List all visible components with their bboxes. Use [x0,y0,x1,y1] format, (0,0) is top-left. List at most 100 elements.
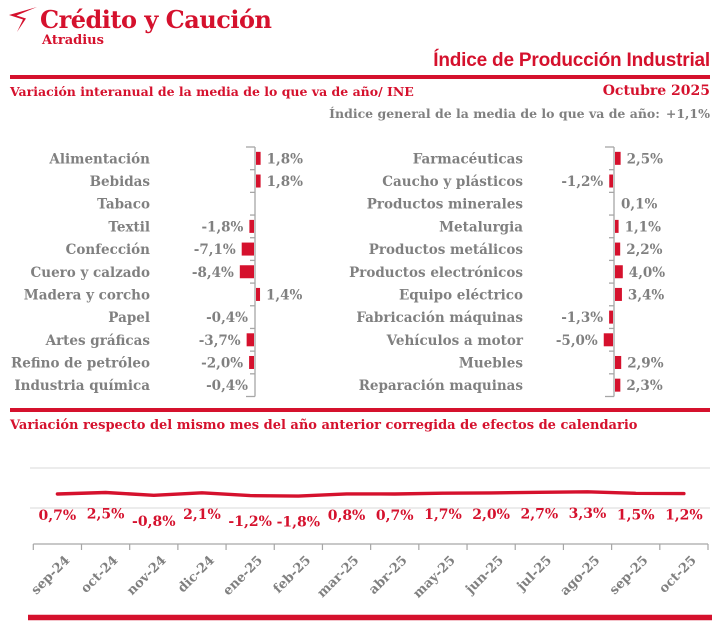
value-bar [615,378,621,392]
category-label: Refino de petróleo [11,355,150,371]
general-index-line: Índice general de la media de lo que va … [329,106,710,121]
value-bar [615,287,622,301]
value-label: -1,3% [561,310,603,326]
category-label: Muebles [459,355,524,371]
point-label: 0,7% [39,508,77,524]
point-label: -1,8% [277,515,320,531]
category-label: Industria química [14,378,150,394]
point-label: 1,5% [617,507,655,523]
point-label: 3,3% [569,506,607,522]
value-label: -0,4% [206,310,248,326]
value-label: 2,3% [626,378,662,394]
value-label: -7,1% [194,242,236,258]
point-label: 1,2% [665,508,703,524]
value-bar [256,151,261,165]
brand-wordmark: Crédito y Caución [40,5,272,34]
month-label: oct-25 [657,553,700,596]
category-label: Cuero y calzado [31,265,150,281]
header-divider [10,75,710,79]
value-label: 2,9% [627,355,663,371]
value-label: 0,1% [621,197,657,213]
point-label: 2,1% [183,507,221,523]
value-label: 1,1% [625,219,661,235]
report-date: Octubre 2025 [602,83,710,99]
chart-section-subtitle: Variación interanual de la media de lo q… [10,84,414,99]
monthly-variation-line-chart: 0,7% sep-24 2,5% oct-24 -0,8% nov-24 2,1% dic-2… [28,467,712,621]
category-label: Vehículos a motor [386,333,524,349]
value-bar [241,242,254,256]
month-label: feb-25 [271,553,314,596]
general-index-label: Índice general de la media de lo que va … [329,106,660,121]
value-label: 3,4% [628,287,664,303]
point-label: -0,8% [132,514,175,530]
value-label: -3,7% [199,333,241,349]
category-label: Productos metálicos [369,242,524,258]
point-label: -1,2% [228,514,271,530]
category-label: Artes gráficas [45,333,151,349]
value-label: -2,0% [201,355,243,371]
value-label: 2,5% [627,151,663,167]
point-label: 0,7% [376,508,414,524]
value-bar [239,265,254,279]
point-label: 1,7% [424,507,462,523]
page-title: Índice de Producción Industrial [433,50,710,71]
category-label: Confección [66,242,151,258]
category-label: Papel [108,310,150,326]
sector-bar-charts: Alimentación 1,8% Bebidas 1,8% Tabaco Textil -… [11,146,665,398]
month-label: sep-25 [607,553,652,598]
value-bar [609,310,613,324]
value-label: 1,8% [267,174,303,190]
value-label: -0,4% [206,378,248,394]
month-label: mar-25 [315,553,363,601]
value-label: -1,2% [561,174,603,190]
point-label: 0,8% [328,508,366,524]
value-label: -5,0% [556,333,598,349]
value-bar [609,174,613,188]
category-label: Farmacéuticas [413,151,524,167]
point-label: 2,5% [87,506,125,522]
value-label: -8,4% [192,265,234,281]
month-label: jun-25 [462,553,507,598]
category-label: Bebidas [90,174,151,190]
month-label: sep-24 [29,553,74,598]
value-bar [249,355,254,369]
value-bar [615,265,623,279]
value-bar [256,287,261,301]
month-label: may-25 [411,553,459,601]
value-label: 1,4% [266,287,302,303]
category-label: Fabricación máquinas [356,310,523,326]
category-label: Textil [108,219,150,235]
month-label: oct-24 [78,553,121,596]
brand-subtitle: Atradius [42,33,104,48]
month-label: nov-24 [124,553,169,598]
category-label: Metalurgia [439,219,523,235]
category-label: Caucho y plásticos [382,174,523,190]
category-label: Madera y corcho [24,287,150,303]
section-divider [10,408,710,412]
month-label: jul-25 [514,553,555,594]
point-label: 2,7% [520,506,558,522]
category-label: Tabaco [97,197,150,213]
value-bar [615,242,621,256]
month-label: abr-25 [366,553,410,597]
point-label: 2,0% [472,507,510,523]
value-label: -1,8% [201,219,243,235]
value-bar [249,219,254,233]
month-label: ene-25 [220,553,266,599]
value-bar [615,219,619,233]
value-bar [615,151,621,165]
brand-bird-icon [9,7,37,32]
category-label: Reparación maquinas [359,378,524,394]
month-label: dic-24 [175,553,218,596]
line-chart-title: Variación respecto del mismo mes del año… [10,418,638,433]
value-bar [615,355,622,369]
month-label: ago-25 [558,553,604,599]
value-label: 1,8% [267,151,303,167]
category-label: Productos minerales [367,197,524,213]
line-series [55,490,686,498]
category-label: Equipo eléctrico [399,287,523,303]
value-label: 2,2% [626,242,662,258]
value-label: 4,0% [629,265,665,281]
category-label: Alimentación [48,151,150,167]
